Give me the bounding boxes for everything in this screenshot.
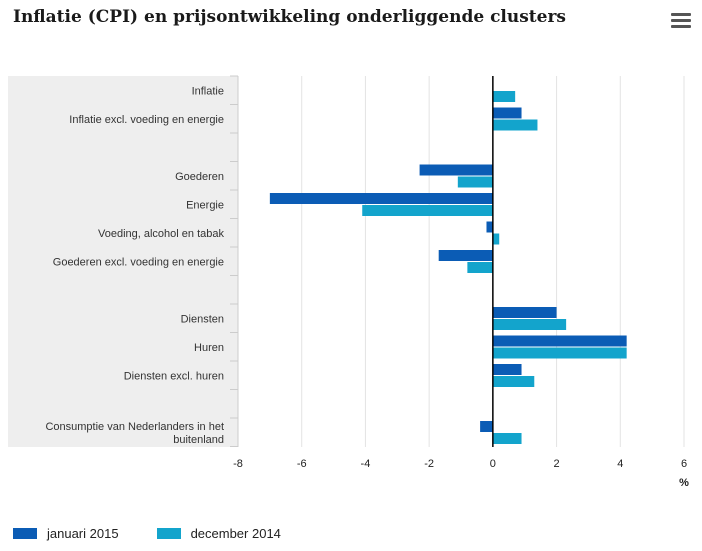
x-axis-unit-label: % bbox=[679, 477, 689, 489]
bar-energie-januari-2015[interactable] bbox=[269, 193, 493, 204]
x-tick-label: -6 bbox=[297, 458, 307, 470]
bar-goederen-december-2014[interactable] bbox=[457, 176, 493, 188]
category-label-diensten: Diensten bbox=[181, 313, 224, 325]
x-tick-label: 0 bbox=[490, 458, 496, 470]
bar-diensten-december-2014[interactable] bbox=[492, 319, 567, 330]
legend-swatch-december bbox=[156, 528, 181, 539]
chart-title: Inflatie (CPI) en prijsontwikkeling onde… bbox=[13, 7, 566, 27]
bar-inflatie-excl-voeding-en-energie-januari-2015[interactable] bbox=[492, 107, 522, 119]
category-label-goederen-excl-voeding-en-energie: Goederen excl. voeding en energie bbox=[53, 256, 224, 268]
hamburger-menu-icon[interactable] bbox=[671, 13, 691, 29]
category-label-diensten-excl-huren: Diensten excl. huren bbox=[124, 370, 224, 382]
bar-voeding-alcohol-en-tabak-januari-2015[interactable] bbox=[486, 221, 493, 233]
bar-energie-december-2014[interactable] bbox=[362, 205, 493, 216]
bar-consumptie-van-nederlanders-in-het-buitenland-januari-2015[interactable] bbox=[480, 421, 493, 432]
x-tick-label: 2 bbox=[554, 458, 560, 470]
category-label-voeding-alcohol-en-tabak: Voeding, alcohol en tabak bbox=[98, 228, 224, 240]
category-label-inflatie-excl-voeding-en-energie: Inflatie excl. voeding en energie bbox=[69, 114, 224, 126]
bar-huren-januari-2015[interactable] bbox=[492, 335, 627, 347]
category-label-huren: Huren bbox=[194, 342, 224, 354]
bar-huren-december-2014[interactable] bbox=[492, 347, 627, 359]
x-tick-label: -8 bbox=[233, 458, 243, 470]
x-tick-label: 4 bbox=[617, 458, 623, 470]
bar-diensten-januari-2015[interactable] bbox=[492, 307, 557, 318]
bar-chart: Inflatie Inflatie excl. voeding en energi… bbox=[8, 75, 689, 489]
bar-voeding-alcohol-en-tabak-december-2014[interactable] bbox=[492, 233, 500, 245]
bar-inflatie-december-2014[interactable] bbox=[492, 91, 516, 102]
category-label-area bbox=[8, 76, 238, 447]
x-tick-label: -2 bbox=[424, 458, 434, 470]
legend-label-january: januari 2015 bbox=[47, 526, 119, 541]
x-tick-label: 6 bbox=[681, 458, 687, 470]
legend: januari 2015 december 2014 bbox=[13, 526, 319, 541]
category-label-goederen: Goederen bbox=[175, 171, 224, 183]
bar-inflatie-excl-voeding-en-energie-december-2014[interactable] bbox=[492, 119, 538, 131]
bar-diensten-excl-huren-december-2014[interactable] bbox=[492, 376, 535, 387]
bar-consumptie-van-nederlanders-in-het-buitenland-december-2014[interactable] bbox=[492, 433, 522, 444]
bar-diensten-excl-huren-januari-2015[interactable] bbox=[492, 364, 522, 375]
category-label-consumptie-van-nederlanders-in-het-buitenland: Consumptie van Nederlanders in het buiten… bbox=[45, 421, 224, 446]
category-label-inflatie: Inflatie bbox=[192, 85, 224, 97]
bar-goederen-excl-voeding-en-energie-januari-2015[interactable] bbox=[438, 250, 493, 261]
legend-item-january[interactable]: januari 2015 bbox=[13, 526, 119, 541]
legend-swatch-january bbox=[13, 528, 37, 539]
bar-goederen-januari-2015[interactable] bbox=[419, 164, 493, 176]
category-label-energie: Energie bbox=[186, 199, 224, 211]
x-tick-label: -4 bbox=[361, 458, 371, 470]
bar-goederen-excl-voeding-en-energie-december-2014[interactable] bbox=[467, 262, 493, 273]
legend-item-december[interactable]: december 2014 bbox=[156, 526, 281, 541]
legend-label-december: december 2014 bbox=[190, 526, 281, 541]
